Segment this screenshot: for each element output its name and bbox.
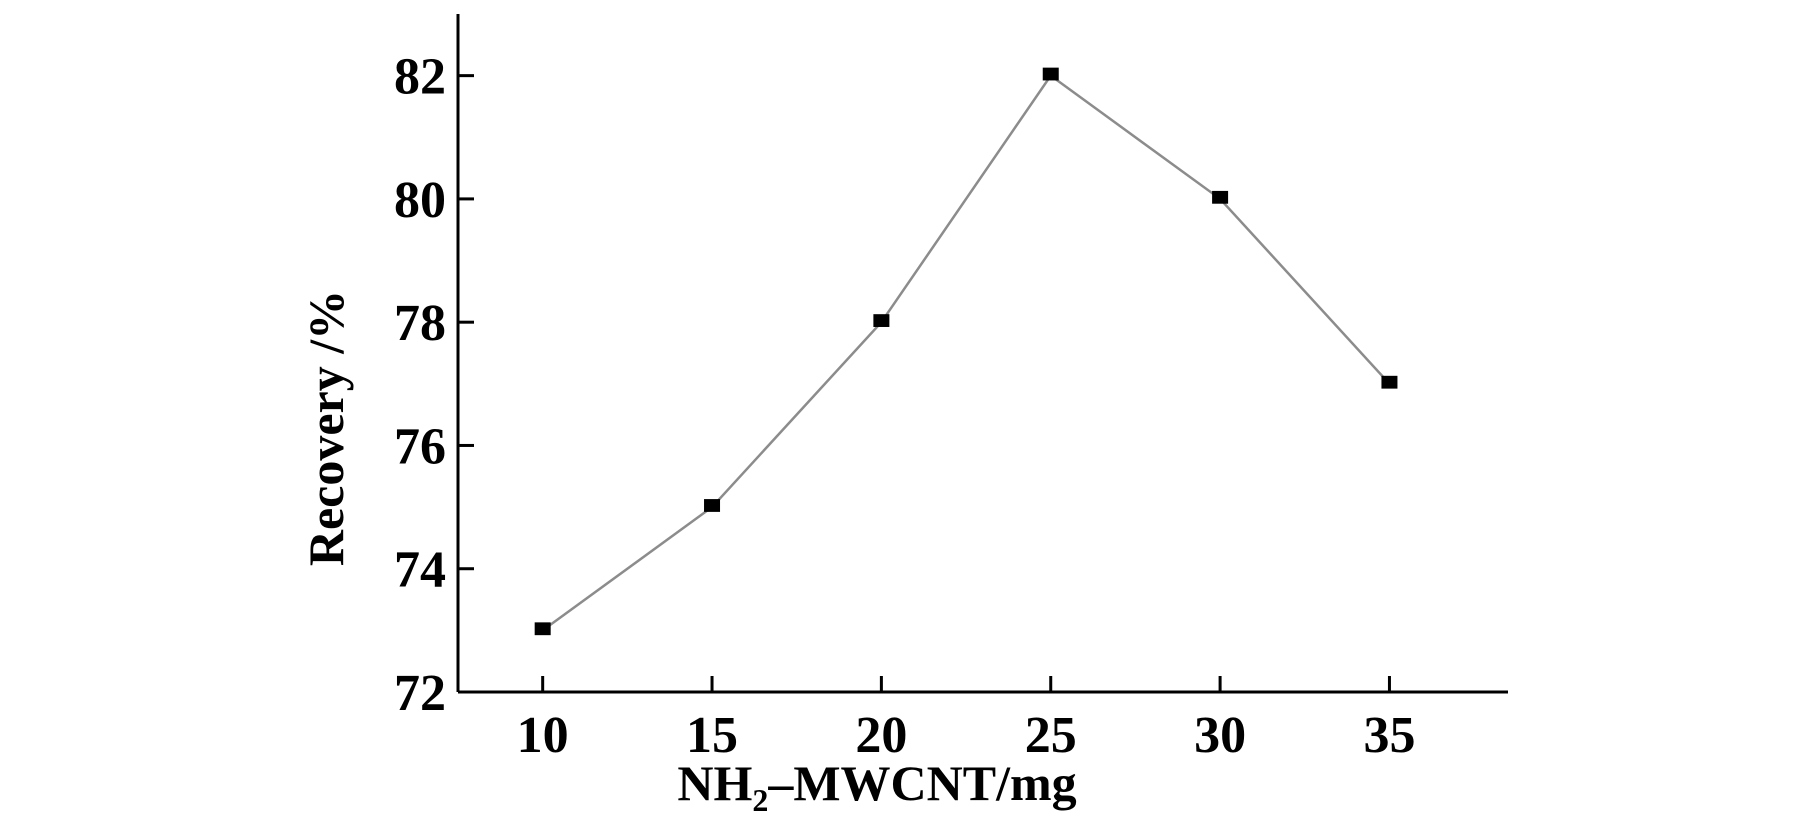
x-tick-label: 35 bbox=[1363, 707, 1415, 764]
x-axis-title: NH2–MWCNT/mg bbox=[677, 755, 1076, 818]
x-tick-label: 15 bbox=[686, 707, 738, 764]
x-axis-title-prefix: NH bbox=[677, 755, 752, 811]
y-tick-label: 76 bbox=[394, 418, 446, 475]
y-tick-label: 80 bbox=[394, 172, 446, 229]
y-axis-title: Recovery /% bbox=[298, 290, 354, 566]
data-point-marker bbox=[534, 622, 551, 636]
series-line bbox=[541, 73, 1391, 632]
data-point-marker bbox=[873, 314, 890, 327]
x-tick-label: 20 bbox=[855, 707, 907, 764]
x-tick-label: 30 bbox=[1194, 707, 1246, 764]
y-tick-label: 74 bbox=[394, 542, 446, 599]
x-axis-title-subscript: 2 bbox=[752, 782, 768, 818]
x-axis-ticks: 10 15 20 25 30 35 bbox=[517, 676, 1415, 764]
series-markers bbox=[534, 67, 1398, 636]
y-axis-ticks: 72 74 76 78 80 82 bbox=[394, 49, 474, 722]
x-tick-label: 10 bbox=[517, 707, 569, 764]
x-tick-label: 25 bbox=[1025, 707, 1077, 764]
data-point-marker bbox=[1212, 190, 1229, 204]
y-tick-label: 72 bbox=[394, 665, 446, 722]
y-tick-label: 78 bbox=[394, 295, 446, 352]
x-axis-title-suffix: –MWCNT/mg bbox=[767, 755, 1076, 811]
data-point-marker bbox=[704, 499, 721, 512]
data-point-marker bbox=[1381, 375, 1398, 389]
axes bbox=[456, 14, 1508, 694]
y-tick-label: 82 bbox=[394, 49, 446, 106]
data-point-marker bbox=[1042, 67, 1059, 81]
plot-area bbox=[534, 67, 1398, 636]
